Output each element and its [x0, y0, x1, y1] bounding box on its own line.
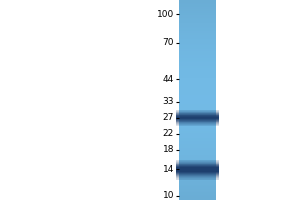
Text: 27: 27 — [163, 113, 174, 122]
Text: 100: 100 — [157, 10, 174, 19]
Text: 18: 18 — [163, 145, 174, 154]
Text: 33: 33 — [163, 97, 174, 106]
Text: 70: 70 — [163, 38, 174, 47]
Text: 44: 44 — [163, 75, 174, 84]
Text: 14: 14 — [163, 165, 174, 174]
Text: 22: 22 — [163, 129, 174, 138]
Text: 10: 10 — [163, 191, 174, 200]
Text: kDa: kDa — [159, 0, 178, 2]
